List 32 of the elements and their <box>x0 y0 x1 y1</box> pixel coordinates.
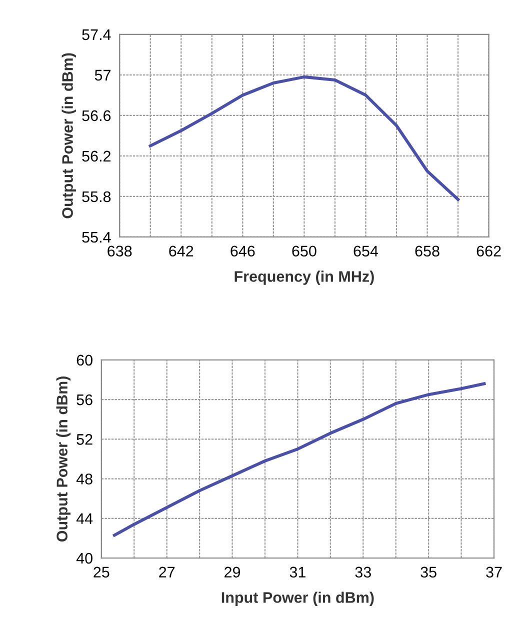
line-series <box>112 382 486 537</box>
x-tick-label: 25 <box>94 566 110 578</box>
line-series <box>148 75 460 202</box>
y-tick-label: 56.2 <box>82 150 110 162</box>
x-tick-label: 658 <box>415 246 440 257</box>
x-tick-label: 33 <box>355 566 371 578</box>
x-tick-label: 662 <box>476 246 501 257</box>
y-tick-label: 55.8 <box>82 191 111 202</box>
y-tick-label: 57 <box>94 70 110 81</box>
y-tick-label: 55.4 <box>82 232 111 243</box>
x-tick-label: 654 <box>354 246 378 257</box>
y-axis-title: Output Power (in dBm) <box>62 53 76 218</box>
y-tick-label: 52 <box>76 434 92 445</box>
y-tick-label: 48 <box>76 474 92 484</box>
x-tick-label: 27 <box>159 566 175 578</box>
y-tick-label: 60 <box>76 354 92 366</box>
x-tick-label: 37 <box>486 566 502 578</box>
x-tick-label: 35 <box>420 566 436 578</box>
x-tick-label: 646 <box>230 246 255 257</box>
y-axis-title: Output Power (in dBm) <box>56 376 71 542</box>
x-tick-label: 31 <box>290 566 306 578</box>
x-axis-title: Input Power (in dBm) <box>222 592 374 606</box>
y-tick-label: 56 <box>76 394 92 406</box>
y-tick-label: 40 <box>76 552 92 564</box>
x-tick-label: 642 <box>169 246 194 257</box>
y-tick-label: 56.6 <box>82 110 111 122</box>
x-tick-label: 29 <box>224 566 240 578</box>
x-axis-title: Frequency (in MHz) <box>234 270 374 285</box>
y-tick-label: 44 <box>76 513 93 524</box>
x-tick-label: 638 <box>108 246 132 257</box>
y-tick-label: 57.4 <box>82 29 111 40</box>
x-tick-label: 650 <box>292 246 316 257</box>
